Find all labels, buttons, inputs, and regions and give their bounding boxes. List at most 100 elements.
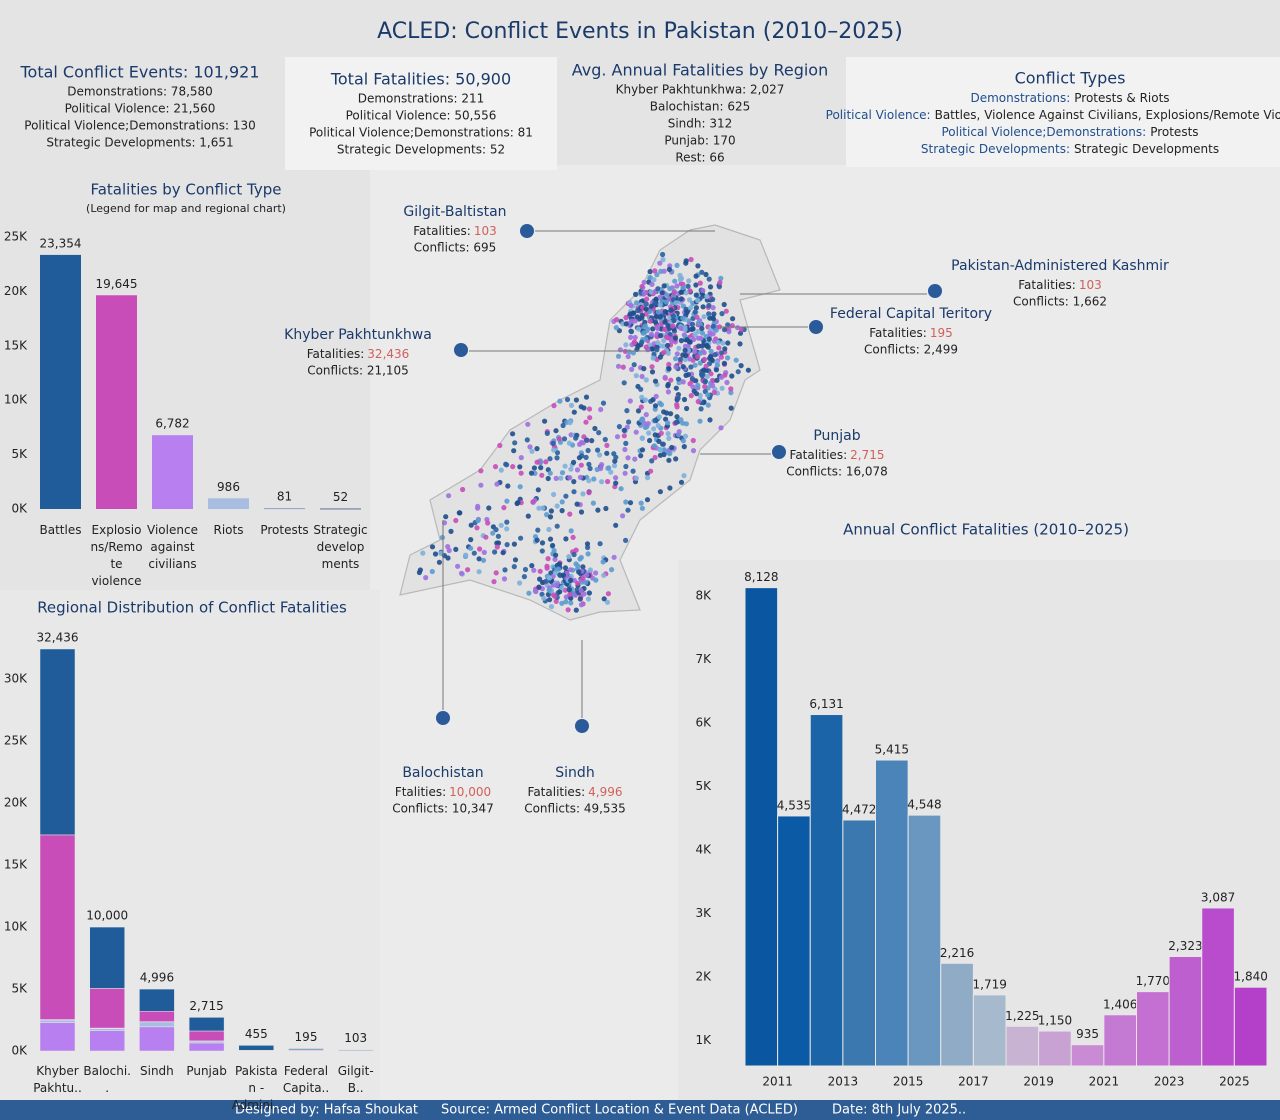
fatalities-label: Fatalities:: [869, 326, 927, 340]
bar-segment: [139, 1021, 175, 1028]
event-dot: [620, 513, 626, 519]
event-dot: [543, 459, 549, 465]
x-tick-label: Sindh: [140, 1064, 174, 1078]
footer-designer: Designed by: Hafsa Shoukat: [235, 1103, 418, 1118]
bar: [842, 819, 876, 1067]
bar-segment: [89, 1030, 125, 1052]
value-label: 6,782: [155, 417, 189, 431]
region-fatalities: Ftalities: 10,000: [395, 785, 491, 799]
page-title: ACLED: Conflict Events in Pakistan (2010…: [377, 19, 903, 44]
kpi-title: Total Fatalities: 50,900: [330, 70, 511, 89]
event-dot: [706, 302, 712, 309]
event-dot: [445, 555, 451, 561]
event-dot: [745, 367, 752, 373]
event-dot: [704, 293, 710, 300]
event-dot: [622, 470, 628, 476]
event-dot: [628, 334, 634, 340]
event-dot: [701, 314, 707, 320]
x-tick-label: Protests: [260, 523, 309, 537]
event-dot: [544, 430, 550, 436]
event-dot: [576, 569, 582, 575]
event-dot: [524, 437, 530, 443]
event-dot: [711, 311, 717, 317]
event-dot: [554, 523, 560, 529]
event-dot: [719, 385, 725, 391]
event-dot: [596, 430, 602, 436]
event-dot: [544, 511, 550, 518]
event-dot: [673, 385, 679, 391]
event-dot: [553, 598, 559, 605]
event-dot: [583, 437, 590, 443]
event-dot: [662, 374, 668, 380]
event-dot: [534, 537, 540, 543]
region-name: Pakistan-Administered Kashmir: [951, 258, 1169, 274]
event-dot: [653, 296, 659, 302]
event-dot: [690, 384, 696, 390]
fatalities-value: 10,000: [449, 785, 491, 799]
event-dot: [643, 306, 649, 312]
event-dot: [680, 315, 686, 321]
event-dot: [623, 342, 629, 348]
event-dot: [595, 507, 601, 513]
footer-date: Date: 8th July 2025..: [832, 1103, 966, 1118]
kpi-box: [285, 57, 557, 170]
value-label: 19,645: [96, 277, 138, 291]
event-dot: [574, 501, 580, 507]
event-dot: [680, 285, 686, 291]
event-dot: [463, 552, 469, 558]
event-dot: [695, 399, 701, 405]
bar: [264, 508, 305, 510]
event-dot: [658, 402, 665, 408]
event-dot: [681, 444, 687, 450]
event-dot: [587, 465, 593, 472]
event-dot: [713, 327, 719, 333]
event-dot: [639, 435, 646, 441]
event-dot: [626, 419, 632, 425]
y-tick-label: 30K: [4, 672, 28, 686]
event-dot: [638, 417, 645, 423]
event-dot: [501, 576, 508, 582]
event-dot: [641, 366, 647, 372]
event-dot: [724, 379, 730, 386]
event-dot: [571, 479, 577, 485]
fatalities-value: 32,436: [367, 347, 409, 361]
event-dot: [587, 567, 594, 573]
event-dot: [716, 345, 722, 351]
event-dot: [453, 546, 459, 553]
kpi-line: Demonstrations: 78,580: [67, 85, 213, 99]
event-dot: [695, 382, 701, 388]
event-dot: [706, 336, 712, 342]
event-dot: [578, 602, 585, 608]
event-dot: [685, 372, 692, 378]
event-dot: [585, 447, 591, 454]
event-dot: [649, 281, 655, 287]
event-dot: [661, 409, 667, 415]
event-dot: [546, 587, 552, 593]
event-dot: [688, 256, 694, 263]
value-label: 81: [277, 490, 292, 504]
event-dot: [662, 309, 668, 315]
event-dot: [660, 257, 666, 263]
event-dot: [634, 300, 640, 306]
footer-source: Source: Armed Conflict Location & Event …: [441, 1103, 798, 1118]
bar: [744, 587, 779, 1067]
x-tick-label: 2023: [1154, 1075, 1185, 1089]
event-dot: [691, 336, 697, 343]
event-dot: [714, 362, 721, 368]
event-dot: [547, 456, 553, 462]
event-dot: [567, 511, 573, 517]
fatalities-label: Fatalities:: [413, 224, 471, 238]
x-tick-label: Strategic developments: [313, 523, 368, 571]
conflict-type-text: Protests: [1150, 125, 1198, 139]
event-dot: [698, 406, 704, 412]
event-dot: [478, 468, 484, 474]
bar: [40, 254, 81, 509]
event-dot: [563, 536, 569, 542]
event-dot: [586, 478, 592, 484]
event-dot: [697, 280, 703, 286]
event-dot: [529, 563, 535, 569]
event-dot: [674, 283, 680, 289]
event-dot: [689, 376, 696, 382]
y-tick-label: 15K: [4, 338, 28, 352]
event-dot: [528, 470, 535, 476]
